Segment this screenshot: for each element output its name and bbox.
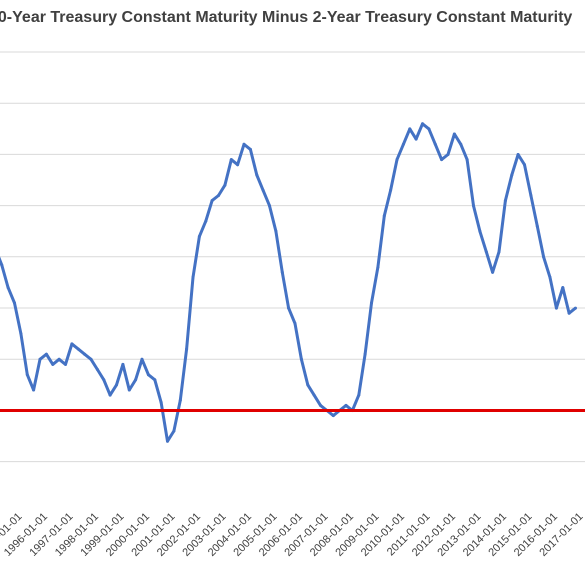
data-point [236, 163, 240, 167]
data-point [357, 393, 361, 397]
data-point [459, 142, 463, 146]
data-point [166, 439, 169, 443]
data-point [306, 383, 310, 387]
data-point [561, 286, 565, 290]
data-point [395, 158, 399, 162]
data-point [172, 429, 176, 433]
data-point [191, 275, 195, 279]
data-point [382, 214, 386, 218]
data-point [248, 147, 252, 151]
data-point [89, 357, 93, 361]
data-point [554, 306, 558, 310]
data-point [57, 357, 61, 361]
data-point [108, 393, 112, 397]
data-point [76, 347, 80, 351]
data-point [229, 158, 233, 162]
data-point [497, 250, 501, 254]
data-point [268, 204, 271, 208]
data-point [452, 132, 456, 136]
data-point [319, 403, 322, 407]
data-point [242, 142, 246, 146]
data-point [25, 373, 29, 377]
data-point [13, 301, 16, 305]
data-point [19, 332, 23, 336]
data-point [197, 234, 201, 238]
data-point [478, 229, 482, 233]
data-point [121, 362, 125, 366]
data-point [210, 199, 214, 203]
data-point [70, 342, 74, 346]
data-point [6, 286, 10, 290]
data-point [115, 383, 118, 387]
data-point [408, 127, 412, 131]
data-point [484, 250, 488, 254]
data-point [185, 347, 189, 351]
data-point [95, 368, 99, 371]
data-point [376, 265, 380, 269]
data-point [389, 188, 393, 192]
data-point [44, 352, 48, 356]
chart-title: 10-Year Treasury Constant Maturity Minus… [0, 9, 573, 26]
data-point [472, 204, 475, 208]
data-point [178, 398, 182, 402]
data-point [64, 362, 67, 366]
data-point [516, 153, 520, 156]
data-point [159, 400, 163, 404]
series-line-0 [0, 122, 577, 443]
data-point [433, 142, 437, 146]
data-point [446, 153, 450, 156]
data-point [299, 357, 303, 361]
data-point [503, 199, 507, 203]
data-point [153, 378, 157, 382]
data-point [0, 263, 4, 267]
data-point [274, 229, 278, 233]
data-point [529, 194, 533, 197]
data-point [102, 378, 106, 382]
data-point [51, 362, 55, 366]
data-point [261, 188, 265, 192]
data-point [140, 357, 144, 361]
data-point [574, 306, 577, 310]
data-point [223, 183, 227, 187]
data-point [510, 173, 514, 177]
data-point [127, 388, 131, 392]
data-point [204, 219, 208, 223]
data-point [363, 352, 367, 356]
data-point [83, 352, 87, 356]
data-point [255, 173, 259, 177]
data-point [401, 142, 405, 146]
data-point [548, 275, 552, 279]
data-point [523, 163, 526, 167]
data-point [535, 224, 539, 228]
data-point [32, 388, 36, 392]
data-point [542, 255, 546, 259]
data-point [421, 122, 424, 126]
data-point [287, 306, 291, 310]
data-point [217, 194, 220, 197]
data-point [370, 301, 373, 305]
data-point [38, 357, 42, 361]
data-point [491, 270, 495, 274]
data-point [344, 403, 348, 407]
data-point [427, 127, 431, 131]
data-point [440, 158, 444, 162]
data-point [134, 378, 138, 382]
data-point [567, 311, 571, 315]
data-point [414, 137, 418, 141]
data-point [465, 158, 469, 162]
data-point [146, 373, 150, 377]
data-point [331, 414, 335, 418]
data-point [293, 322, 297, 325]
data-point [280, 270, 284, 274]
data-point [312, 393, 316, 397]
